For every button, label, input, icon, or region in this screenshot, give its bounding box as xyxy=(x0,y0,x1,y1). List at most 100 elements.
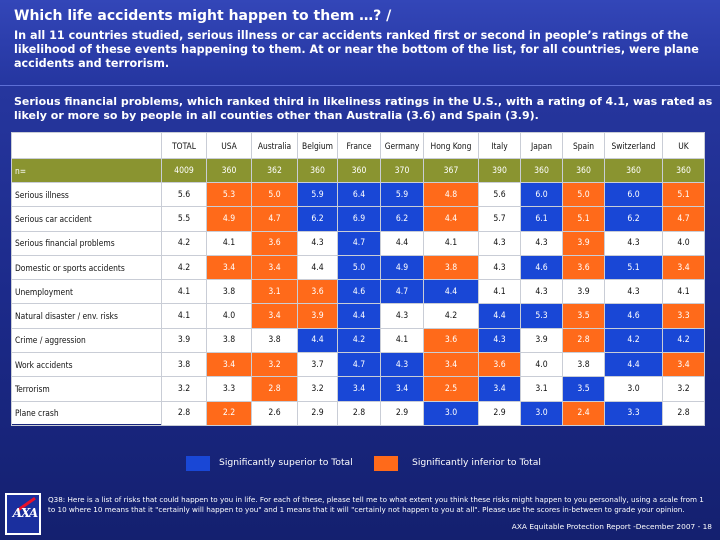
legend-superior-label: Significantly superior to Total xyxy=(219,457,353,468)
rating-cell: 5.1 xyxy=(662,181,705,208)
rating-cell: 3.4 xyxy=(337,376,381,402)
rating-cell: 6.9 xyxy=(337,206,381,232)
rating-cell: 4.3 xyxy=(380,352,424,378)
slide-subtitle: In all 11 countries studied, serious ill… xyxy=(14,29,699,70)
rating-cell: 4.0 xyxy=(206,303,252,329)
rating-cell: 5.9 xyxy=(297,181,338,208)
rating-cell: 6.4 xyxy=(337,181,381,208)
row-label: Crime / aggression xyxy=(11,327,162,354)
table-row: Natural disaster / env. risks 4.1 4.0 3.4 3.… xyxy=(11,303,705,329)
rating-cell: 5.0 xyxy=(562,181,605,208)
rating-cell: 3.4 xyxy=(662,254,705,281)
rating-cell: 5.9 xyxy=(380,181,424,208)
slide-header: Which life accidents might happen to the… xyxy=(0,0,720,86)
rating-cell: 6.0 xyxy=(604,181,663,208)
rating-cell: 4.7 xyxy=(380,279,424,305)
rating-cell: 3.6 xyxy=(562,254,605,281)
rating-cell: 4.9 xyxy=(380,254,424,281)
rating-cell: 4.3 xyxy=(380,303,424,329)
ratings-table-container: TOTAL USA Australia Belgium France Germany Hon… xyxy=(11,132,705,426)
sample-size-cell: 367 xyxy=(423,158,479,183)
rating-cell: 4.2 xyxy=(604,327,663,354)
rating-cell: 2.9 xyxy=(380,400,424,426)
column-header: USA xyxy=(206,132,252,159)
rating-cell: 2.8 xyxy=(562,327,605,354)
rating-cell: 3.2 xyxy=(161,376,207,402)
sample-size-cell: 360 xyxy=(562,158,605,183)
rating-cell: 3.9 xyxy=(297,303,338,329)
row-label: Unemployment xyxy=(11,279,162,305)
rating-cell: 6.2 xyxy=(297,206,338,232)
rating-cell: 3.0 xyxy=(520,400,563,426)
table-header-row: TOTAL USA Australia Belgium France Germany Hon… xyxy=(11,132,705,159)
rating-cell: 4.1 xyxy=(161,279,207,305)
rating-cell: 4.3 xyxy=(520,279,563,305)
sample-size-cell: 360 xyxy=(520,158,563,183)
rating-cell: 5.1 xyxy=(562,206,605,232)
rating-cell: 3.0 xyxy=(423,400,479,426)
sample-size-cell: 362 xyxy=(251,158,298,183)
sample-size-cell: 370 xyxy=(380,158,424,183)
row-label: Domestic or sports accidents xyxy=(11,254,162,281)
rating-cell: 4.1 xyxy=(662,279,705,305)
sample-size-cell: 360 xyxy=(662,158,705,183)
rating-cell: 4.4 xyxy=(604,352,663,378)
rating-cell: 3.8 xyxy=(423,254,479,281)
column-header: Switzerland xyxy=(604,132,663,159)
rating-cell: 4.3 xyxy=(297,230,338,256)
rating-cell: 5.6 xyxy=(161,181,207,208)
axa-logo-text: AXA xyxy=(12,506,39,520)
table-row: Domestic or sports accidents 4.2 3.4 3.4 4.4… xyxy=(11,254,705,281)
rating-cell: 4.4 xyxy=(423,279,479,305)
rating-cell: 3.5 xyxy=(562,303,605,329)
rating-cell: 4.4 xyxy=(380,230,424,256)
sample-size-row: n= 4009 360 362 360 360 370 367 390 360 360 360 360 xyxy=(11,158,705,183)
rating-cell: 3.8 xyxy=(206,327,252,354)
source-line: AXA Equitable Protection Report -Decembe… xyxy=(511,522,712,531)
table-row: Crime / aggression 3.9 3.8 3.8 4.4 4.2 4.1 3.6 4… xyxy=(11,327,705,354)
rating-cell: 4.6 xyxy=(604,303,663,329)
rating-cell: 4.2 xyxy=(423,303,479,329)
rating-cell: 4.0 xyxy=(520,352,563,378)
highlight-text: Serious financial problems, which ranked… xyxy=(14,95,713,122)
row-label: Work accidents xyxy=(11,352,162,378)
column-header: Germany xyxy=(380,132,424,159)
rating-cell: 3.5 xyxy=(562,376,605,402)
rating-cell: 4.7 xyxy=(337,230,381,256)
rating-cell: 6.1 xyxy=(520,206,563,232)
rating-cell: 3.4 xyxy=(206,254,252,281)
rating-cell: 3.6 xyxy=(297,279,338,305)
rating-cell: 5.3 xyxy=(206,181,252,208)
rating-cell: 3.8 xyxy=(161,352,207,378)
sample-size-cell: 360 xyxy=(206,158,252,183)
rating-cell: 3.9 xyxy=(562,230,605,256)
rating-cell: 4.1 xyxy=(161,303,207,329)
rating-cell: 4.3 xyxy=(478,230,521,256)
rating-cell: 3.4 xyxy=(423,352,479,378)
rating-cell: 6.2 xyxy=(380,206,424,232)
rating-cell: 3.4 xyxy=(478,376,521,402)
rating-cell: 3.1 xyxy=(251,279,298,305)
rating-cell: 5.5 xyxy=(161,206,207,232)
rating-cell: 5.6 xyxy=(478,181,521,208)
rating-cell: 3.6 xyxy=(478,352,521,378)
rating-cell: 2.8 xyxy=(662,400,705,426)
sample-size-label: n= xyxy=(11,158,162,183)
rating-cell: 2.6 xyxy=(251,400,298,426)
rating-cell: 3.4 xyxy=(380,376,424,402)
rating-cell: 3.0 xyxy=(604,376,663,402)
column-header: Belgium xyxy=(297,132,338,159)
rating-cell: 3.3 xyxy=(604,400,663,426)
rating-cell: 4.1 xyxy=(206,230,252,256)
rating-cell: 4.7 xyxy=(662,206,705,232)
row-label: Serious financial problems xyxy=(11,230,162,256)
sample-size-cell: 360 xyxy=(337,158,381,183)
rating-cell: 3.2 xyxy=(297,376,338,402)
rating-cell: 3.4 xyxy=(662,352,705,378)
header-corner xyxy=(11,132,162,159)
rating-cell: 4.3 xyxy=(520,230,563,256)
rating-cell: 2.4 xyxy=(562,400,605,426)
rating-cell: 2.8 xyxy=(161,400,207,426)
rating-cell: 2.2 xyxy=(206,400,252,426)
rating-cell: 3.7 xyxy=(297,352,338,378)
